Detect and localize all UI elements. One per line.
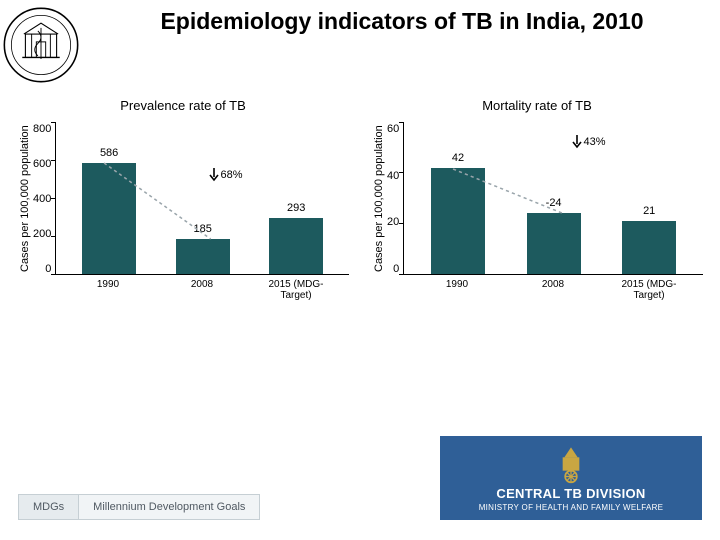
x-tick-label: 1990 [427,279,487,301]
y-axis-label: Cases per 100,000 population [371,123,387,275]
y-tick-label: 60 [387,123,399,135]
y-ticks: 8006004002000 [33,123,55,275]
chart-title: Mortality rate of TB [371,98,703,113]
ctb-line1: CENTRAL TB DIVISION [450,486,692,501]
plot-wrap: Cases per 100,000 population604020042-24… [371,123,703,275]
emblem-icon [554,444,588,484]
mdg-legend-table: MDGs Millennium Development Goals [18,494,260,520]
down-arrow-icon [209,168,219,182]
mortality-panel: Mortality rate of TB Cases per 100,000 po… [371,98,703,301]
x-tick-label: 1990 [78,279,138,301]
mdg-abbr: MDGs [19,495,79,520]
y-tick-label: 600 [33,158,51,170]
plot-wrap: Cases per 100,000 population800 600 400 200… [17,123,349,275]
plot-area: 42-242143% [403,123,703,275]
x-tick-label: 2008 [172,279,232,301]
x-ticks: 1990 2008 2015 (MDG-Target) [55,279,349,301]
y-tick-label: 800 [33,123,51,135]
y-ticks: 6040200 [387,123,403,275]
down-arrow-icon [572,135,582,149]
y-tick-label: 20 [387,216,399,228]
reduction-annotation: 43% [572,135,606,149]
plot-area: 58618529368% [55,123,349,275]
y-tick-label: 200 [33,228,51,240]
page-title: Epidemiology indicators of TB in India, … [88,6,716,34]
reduction-annotation: 68% [209,168,243,182]
seal-icon [2,6,80,84]
x-tick-label: 2015 (MDG-Target) [266,279,326,301]
footer: MDGs Millennium Development Goals CENTRA… [18,436,702,520]
trend-line [404,123,703,275]
reduction-pct: 43% [584,136,606,148]
x-tick-label: 2015 (MDG-Target) [619,279,679,301]
y-tick-label: 400 [33,193,51,205]
ctb-badge: CENTRAL TB DIVISION MINISTRY OF HEALTH A… [440,436,702,520]
header: Epidemiology indicators of TB in India, … [0,0,720,84]
reduction-pct: 68% [221,169,243,181]
x-ticks: 1990 2008 2015 (MDG-Target) [403,279,703,301]
prevalence-panel: Prevalence rate of TB Cases per 100,000 p… [17,98,349,301]
chart-title: Prevalence rate of TB [17,98,349,113]
charts-row: Prevalence rate of TB Cases per 100,000 p… [0,98,720,301]
mdg-full: Millennium Development Goals [79,495,260,520]
ctb-line2: MINISTRY OF HEALTH AND FAMILY WELFARE [450,503,692,512]
x-tick-label: 2008 [523,279,583,301]
trend-line [56,123,349,275]
y-axis-label: Cases per 100,000 population [17,123,33,275]
y-tick-label: 40 [387,170,399,182]
